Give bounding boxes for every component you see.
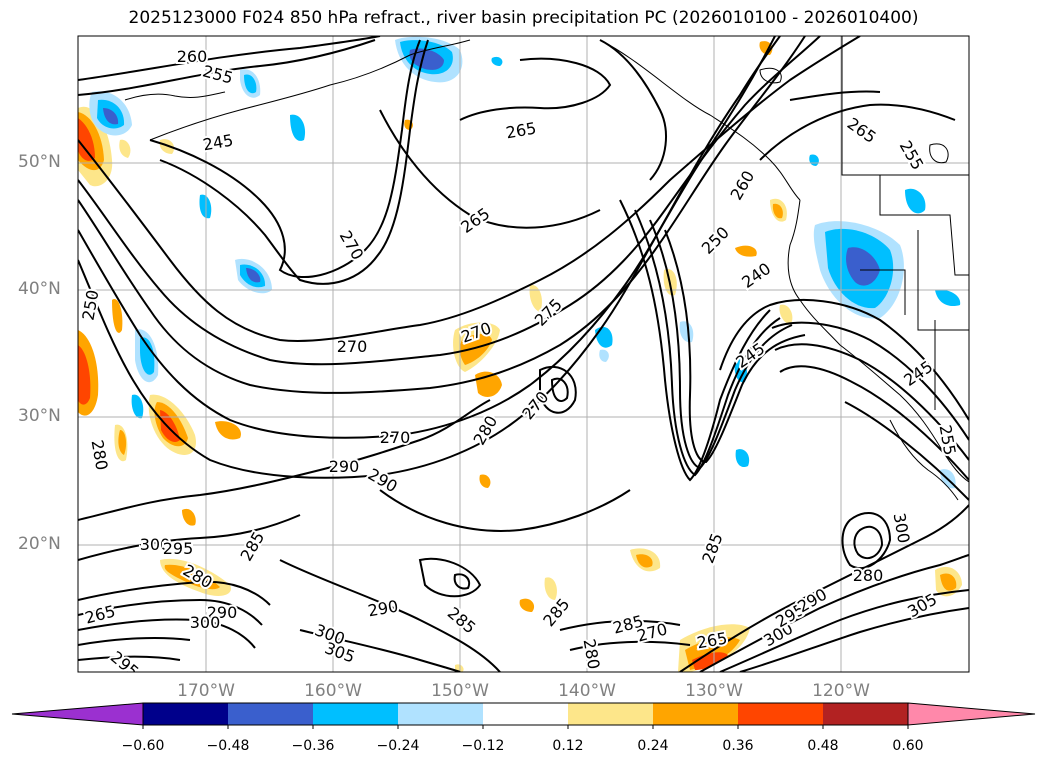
graticule (78, 36, 969, 672)
colorbar-extend-low (11, 702, 144, 726)
refractivity-contours (78, 36, 969, 672)
contour-label: 280 (87, 438, 111, 471)
contour-label: 260 (177, 47, 208, 66)
contour-label: 300 (140, 535, 171, 554)
colorbar-tick-label: 0.60 (892, 738, 924, 754)
latitude-label: 30°N (18, 406, 61, 426)
latitude-label: 50°N (18, 152, 61, 172)
colorbar-segment (398, 703, 483, 725)
longitude-label: 130°W (685, 681, 743, 701)
longitude-label: 140°W (558, 681, 616, 701)
colorbar-segment (313, 703, 398, 725)
colorbar-segment (653, 703, 738, 725)
contour-label: 295 (163, 539, 194, 558)
colorbar (11, 702, 1036, 729)
contour-label: 290 (207, 603, 238, 622)
colorbar-tick-label: −0.36 (291, 738, 335, 754)
longitude-label: 120°W (812, 681, 870, 701)
precipitation-shading (78, 36, 962, 672)
colorbar-segment (738, 703, 823, 725)
colorbar-tick-label: −0.48 (206, 738, 250, 754)
colorbar-tick-label: 0.36 (722, 738, 754, 754)
colorbar-tick-label: −0.12 (461, 738, 505, 754)
contour-label: 270 (380, 428, 411, 447)
colorbar-tick-label: 0.48 (807, 738, 839, 754)
latitude-label: 40°N (18, 279, 61, 299)
longitude-label: 160°W (304, 681, 362, 701)
longitude-label: 150°W (431, 681, 489, 701)
colorbar-segment (483, 703, 568, 725)
colorbar-segment (568, 703, 653, 725)
colorbar-extend-high (907, 702, 1036, 726)
colorbar-segment (228, 703, 313, 725)
map-title: 2025123000 F024 850 hPa refract., river … (128, 8, 919, 28)
latitude-label: 20°N (18, 534, 61, 554)
colorbar-tick-label: −0.60 (121, 738, 165, 754)
colorbar-tick-label: −0.24 (376, 738, 420, 754)
contour-label: 270 (337, 337, 368, 356)
map-frame (77, 35, 970, 673)
contour-label: 290 (329, 457, 360, 476)
contour-label: 280 (853, 566, 884, 585)
longitude-label: 170°W (177, 681, 235, 701)
contour-label: 250 (78, 288, 102, 321)
contour-label: 300 (190, 613, 221, 632)
colorbar-segment (823, 703, 908, 725)
colorbar-tick-label: 0.12 (552, 738, 584, 754)
colorbar-tick-label: 0.24 (637, 738, 669, 754)
colorbar-segment (143, 703, 228, 725)
